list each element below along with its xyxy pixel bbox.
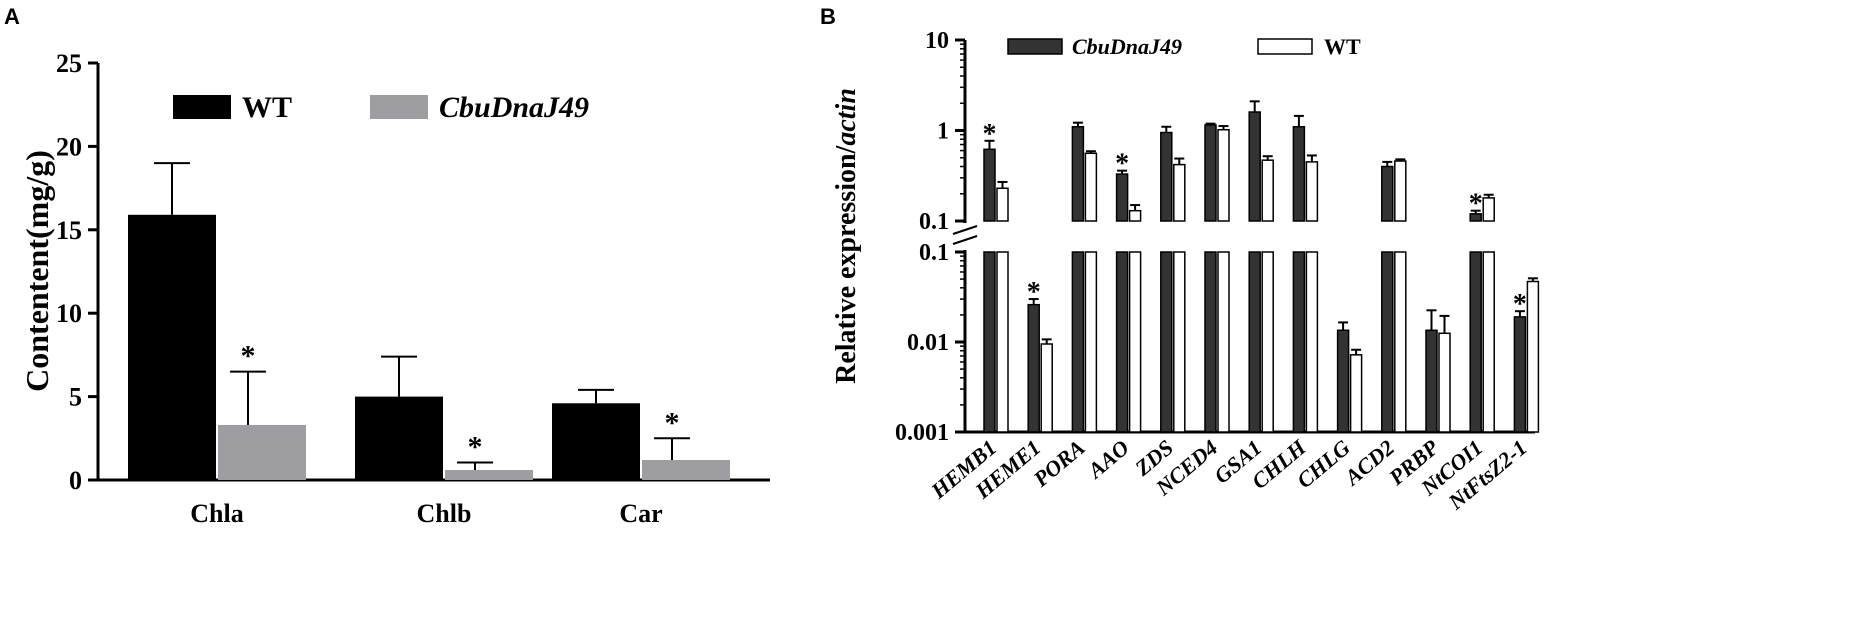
b-bar-lower-1-6 bbox=[1261, 251, 1274, 433]
a-legend-label-0: WT bbox=[242, 91, 292, 124]
b-bar-lower-1-3 bbox=[1128, 251, 1142, 433]
a-ytick-label-3: 15 bbox=[56, 216, 82, 245]
b-bar-lower-1-2 bbox=[1084, 251, 1098, 433]
b-bar-lower-0-6 bbox=[1248, 251, 1261, 433]
a-xtick-label-0: Chla bbox=[190, 499, 243, 528]
b-bar-1-12 bbox=[1526, 280, 1540, 433]
b-bar-lower-1-11 bbox=[1482, 251, 1495, 433]
b-lower-tick-label-1: 0.01 bbox=[907, 330, 949, 356]
b-bar-lower-0-9 bbox=[1381, 251, 1394, 433]
b-bar-upper-1-6 bbox=[1261, 159, 1274, 222]
b-bar-upper-1-4 bbox=[1173, 163, 1186, 222]
a-bar-0-2 bbox=[552, 403, 640, 480]
b-bar-upper-0-3 bbox=[1115, 173, 1129, 222]
a-sig-1-2: * bbox=[665, 406, 680, 439]
panel-a-letter: A bbox=[4, 4, 20, 29]
b-bar-1-10 bbox=[1438, 332, 1451, 433]
b-bar-lower-1-0 bbox=[996, 251, 1009, 433]
b-sig-0-12: * bbox=[1513, 289, 1527, 320]
b-bar-upper-1-7 bbox=[1305, 161, 1319, 222]
b-bar-upper-0-6 bbox=[1248, 111, 1261, 222]
b-y-axis-label: Relative expression/actin bbox=[831, 88, 862, 384]
a-bar-1-0 bbox=[218, 424, 306, 480]
b-xtick-label-3: AAO bbox=[1082, 435, 1134, 485]
b-bar-lower-0-11 bbox=[1469, 251, 1482, 433]
b-sig-0-1: * bbox=[1027, 277, 1041, 308]
a-y-axis-label: Contentent(mg/g) bbox=[19, 150, 55, 392]
b-bar-lower-0-0 bbox=[983, 251, 996, 433]
b-legend-label-1: WT bbox=[1324, 34, 1361, 59]
a-xtick-label-1: Chlb bbox=[417, 499, 472, 528]
b-bar-upper-1-5 bbox=[1217, 128, 1230, 222]
b-bar-upper-1-2 bbox=[1084, 152, 1098, 222]
a-ytick-label-5: 25 bbox=[56, 49, 82, 78]
b-bar-lower-0-7 bbox=[1292, 251, 1306, 433]
b-bar-upper-1-9 bbox=[1394, 160, 1407, 222]
a-bar-0-1 bbox=[355, 396, 443, 480]
b-bar-lower-1-5 bbox=[1217, 251, 1230, 433]
a-ytick-label-1: 5 bbox=[69, 383, 82, 412]
b-lower-tick-label-2: 0.1 bbox=[919, 240, 949, 266]
b-xtick-label-9: ACD2 bbox=[1338, 435, 1399, 492]
b-bar-upper-1-0 bbox=[996, 187, 1009, 222]
b-sig-0-11: * bbox=[1469, 189, 1483, 220]
b-y-axis-label-italic: actin bbox=[831, 88, 862, 146]
a-legend-swatch-1 bbox=[370, 95, 428, 119]
b-bar-upper-0-4 bbox=[1160, 131, 1173, 222]
b-legend-swatch-0 bbox=[1007, 38, 1063, 55]
b-bar-upper-0-7 bbox=[1292, 126, 1306, 222]
a-legend-swatch-0 bbox=[173, 95, 231, 119]
b-bar-lower-0-3 bbox=[1115, 251, 1129, 433]
b-bar-1-1 bbox=[1040, 343, 1053, 433]
b-upper-tick-label-2: 10 bbox=[925, 28, 949, 54]
a-bar-0-0 bbox=[128, 214, 216, 480]
b-bar-lower-0-2 bbox=[1071, 251, 1085, 433]
b-bar-upper-0-5 bbox=[1204, 124, 1217, 222]
b-bar-lower-0-5 bbox=[1204, 251, 1217, 433]
a-sig-1-0: * bbox=[241, 340, 256, 373]
b-bar-upper-0-9 bbox=[1381, 165, 1394, 222]
b-bar-0-8 bbox=[1336, 329, 1350, 433]
a-ytick-label-0: 0 bbox=[69, 466, 82, 495]
b-axis-break-1 bbox=[952, 225, 978, 235]
b-bar-0-1 bbox=[1027, 303, 1040, 433]
b-bar-0-12 bbox=[1513, 316, 1527, 433]
b-bar-upper-0-2 bbox=[1071, 126, 1085, 222]
a-xtick-label-2: Car bbox=[619, 499, 662, 528]
b-lower-tick-label-0: 0.001 bbox=[895, 420, 949, 446]
b-bar-upper-1-3 bbox=[1128, 209, 1142, 222]
b-bar-upper-1-11 bbox=[1482, 197, 1495, 222]
a-legend-label-1: CbuDnaJ49 bbox=[439, 91, 589, 124]
b-legend-swatch-1 bbox=[1257, 38, 1313, 55]
a-bar-1-2 bbox=[642, 459, 730, 480]
b-bar-lower-1-4 bbox=[1173, 251, 1186, 433]
b-y-axis-label-text: Relative expression/ bbox=[831, 144, 862, 383]
b-bar-1-8 bbox=[1349, 354, 1363, 433]
b-bar-0-10 bbox=[1425, 329, 1438, 433]
b-axis-break-2 bbox=[952, 235, 978, 245]
b-legend-label-0: CbuDnaJ49 bbox=[1072, 34, 1182, 59]
a-ytick-label-4: 20 bbox=[56, 132, 82, 161]
b-bar-lower-1-7 bbox=[1305, 251, 1319, 433]
b-sig-0-0: * bbox=[983, 119, 997, 150]
a-sig-1-1: * bbox=[468, 430, 483, 463]
b-xtick-label-2: PORA bbox=[1028, 435, 1090, 493]
panel-b-letter: B bbox=[820, 4, 836, 29]
a-bar-1-1 bbox=[445, 469, 533, 480]
a-ytick-label-2: 10 bbox=[56, 299, 82, 328]
b-upper-tick-label-1: 1 bbox=[937, 119, 949, 145]
b-upper-tick-label-0: 0.1 bbox=[919, 209, 949, 235]
b-bar-upper-0-0 bbox=[983, 148, 996, 222]
b-sig-0-3: * bbox=[1115, 149, 1129, 180]
b-bar-lower-1-9 bbox=[1394, 251, 1407, 433]
b-bar-lower-0-4 bbox=[1160, 251, 1173, 433]
